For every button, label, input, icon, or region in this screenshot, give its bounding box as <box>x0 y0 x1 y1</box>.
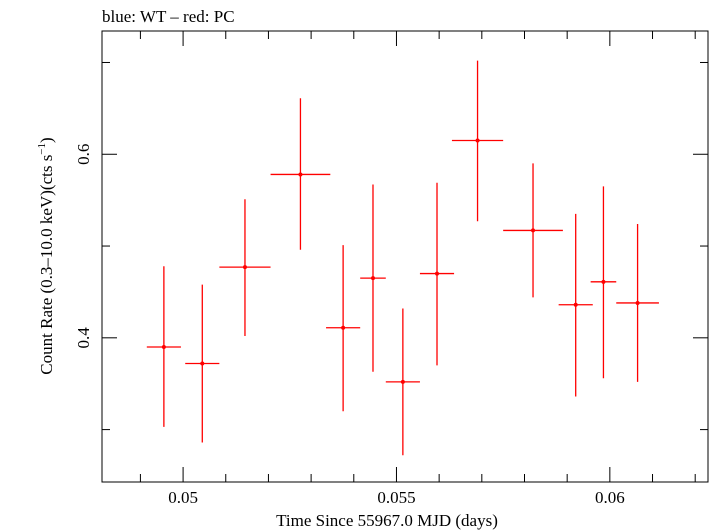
data-point <box>219 199 271 336</box>
data-point <box>616 224 659 382</box>
data-point <box>326 245 361 412</box>
data-point <box>590 186 617 379</box>
x-tick-label: 0.055 <box>377 488 415 507</box>
data-point <box>185 284 220 443</box>
data-point <box>146 266 181 427</box>
y-axis-tick-labels: 0.4 0.6 <box>74 144 93 349</box>
y-axis-label-sup: −1 <box>36 143 48 155</box>
point-marker <box>435 271 440 276</box>
data-point <box>270 98 331 250</box>
x-axis-tick-labels: 0.05 0.055 0.06 <box>168 488 625 507</box>
point-marker <box>400 379 405 384</box>
y-axis-label-close: ) <box>37 137 56 143</box>
point-marker <box>200 361 205 366</box>
data-point <box>451 60 504 222</box>
y-tick-label: 0.4 <box>74 327 93 349</box>
point-marker <box>161 344 166 349</box>
chart-title: blue: WT – red: PC <box>102 7 235 26</box>
data-point <box>558 213 593 397</box>
plot-frame <box>101 30 709 483</box>
x-axis-label: Time Since 55967.0 MJD (days) <box>276 511 498 530</box>
data-point <box>385 308 420 456</box>
y-axis-ticks <box>102 61 708 431</box>
y-axis-label: Count Rate (0.3–10.0 keV)(cts s−1) <box>36 137 56 374</box>
x-axis-ticks <box>139 31 696 482</box>
data-points <box>146 60 659 456</box>
point-marker <box>573 302 578 307</box>
point-marker <box>601 279 606 284</box>
x-tick-label: 0.05 <box>168 488 198 507</box>
point-marker <box>242 265 247 270</box>
point-marker <box>635 300 640 305</box>
data-point <box>360 184 386 372</box>
x-tick-label: 0.06 <box>595 488 625 507</box>
point-marker <box>475 138 480 143</box>
y-axis-label-main: Count Rate (0.3–10.0 keV)(cts s <box>37 155 56 375</box>
y-tick-label: 0.6 <box>74 144 93 165</box>
point-marker <box>531 228 536 233</box>
data-point <box>503 163 563 298</box>
point-marker <box>341 325 346 330</box>
point-marker <box>298 172 303 177</box>
point-marker <box>370 276 375 281</box>
data-point <box>419 182 455 366</box>
